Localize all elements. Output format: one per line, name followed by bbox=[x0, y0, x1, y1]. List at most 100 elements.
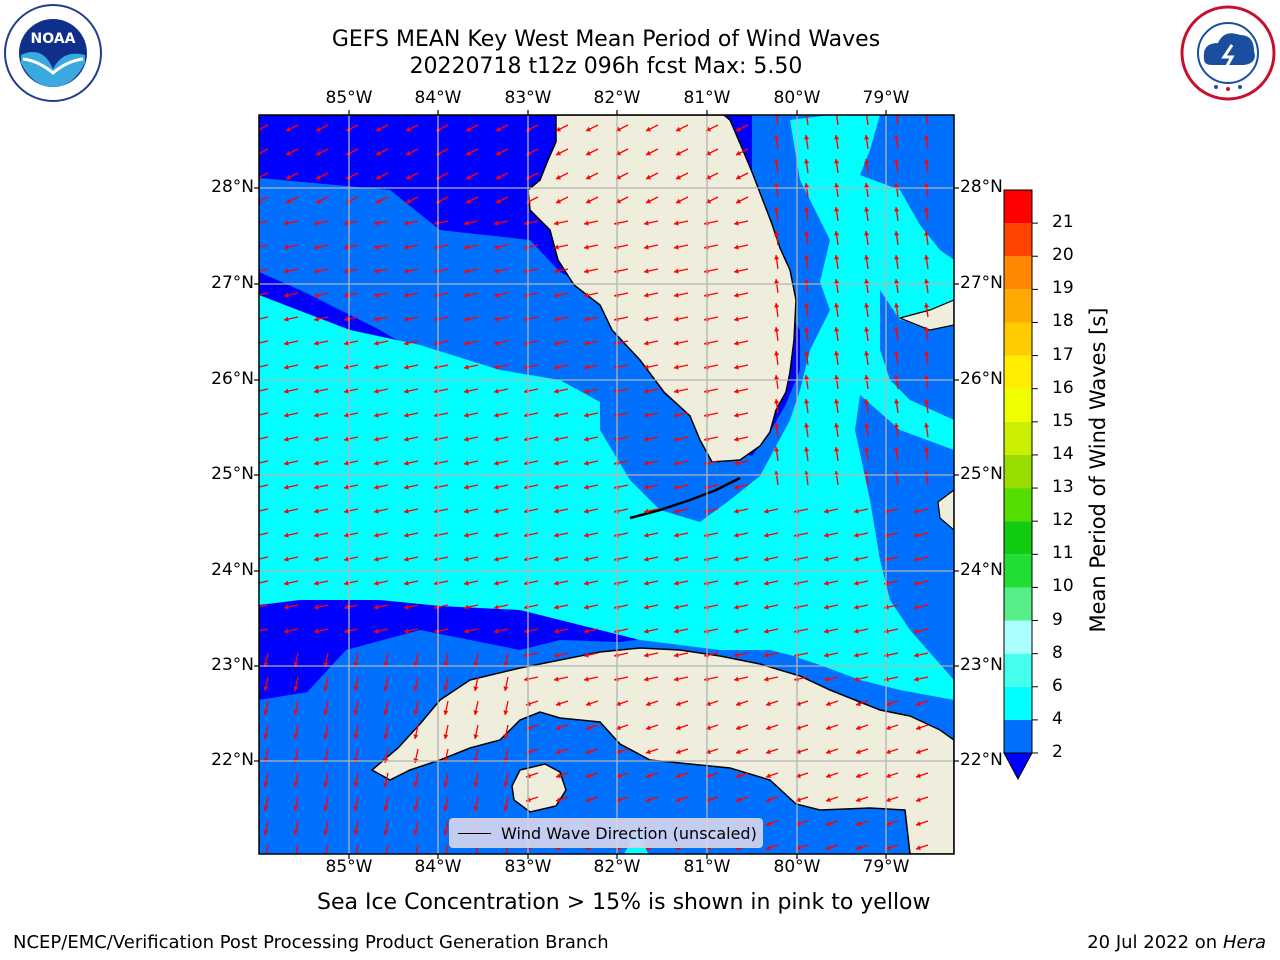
colorbar-label: Mean Period of Wind Waves [s] bbox=[1086, 307, 1110, 633]
wind-arrow-660 bbox=[735, 796, 749, 803]
wind-arrow-322 bbox=[259, 460, 269, 464]
wind-arrow-178 bbox=[774, 278, 780, 294]
wind-arrow-275 bbox=[924, 374, 930, 390]
wind-arrow-257 bbox=[373, 388, 389, 394]
wind-arrow-91 bbox=[924, 182, 930, 198]
wind-arrow-172 bbox=[583, 292, 599, 298]
wind-arrow-627 bbox=[443, 772, 449, 788]
wind-arrow-530 bbox=[293, 676, 299, 692]
wind-arrow-622 bbox=[293, 772, 299, 788]
wind-arrow-324 bbox=[313, 460, 329, 466]
wind-arrow-625 bbox=[383, 772, 389, 788]
wind-arrow-204 bbox=[864, 302, 870, 318]
wind-arrow-422 bbox=[493, 556, 509, 562]
wind-arrow-116 bbox=[283, 244, 299, 250]
wind-arrow-276 bbox=[259, 412, 269, 416]
wind-arrow-595 bbox=[855, 724, 869, 731]
wind-arrow-387 bbox=[823, 508, 839, 514]
wind-arrow-459 bbox=[913, 580, 929, 586]
wind-arrow-286 bbox=[553, 412, 569, 418]
wind-arrow-79 bbox=[555, 196, 569, 204]
wind-arrow-410 bbox=[823, 532, 839, 538]
wind-arrow-505 bbox=[913, 628, 929, 634]
wind-arrow-361 bbox=[733, 484, 749, 490]
wind-arrow-391 bbox=[259, 532, 269, 536]
wind-arrow-414 bbox=[259, 556, 269, 560]
wind-arrow-244 bbox=[673, 364, 689, 370]
wind-arrow-246 bbox=[733, 364, 749, 370]
wind-arrow-70 bbox=[285, 196, 299, 204]
wind-arrow-119 bbox=[373, 244, 389, 250]
wind-arrow-689 bbox=[915, 820, 929, 827]
wind-arrow-293 bbox=[774, 398, 780, 414]
colorbar bbox=[1003, 189, 1038, 781]
wind-arrow-629 bbox=[503, 772, 509, 788]
wind-arrow-402 bbox=[583, 532, 599, 538]
wind-arrow-597 bbox=[915, 724, 929, 731]
legend-line-swatch bbox=[458, 832, 491, 834]
wind-arrow-320 bbox=[894, 422, 900, 438]
wind-arrow-335 bbox=[643, 460, 659, 466]
wind-arrow-64 bbox=[804, 158, 810, 174]
wind-arrow-576 bbox=[293, 724, 299, 740]
wind-arrow-209 bbox=[313, 340, 329, 346]
wind-arrow-145 bbox=[463, 268, 479, 274]
wind-arrow-569 bbox=[765, 700, 779, 707]
wind-arrow-50 bbox=[375, 172, 389, 180]
wind-arrow-256 bbox=[343, 388, 359, 394]
wind-arrow-473 bbox=[643, 604, 659, 610]
wind-arrow-197 bbox=[643, 316, 659, 322]
run-date-text: 20 Jul 2022 on bbox=[1087, 932, 1218, 953]
wind-arrow-390 bbox=[913, 508, 929, 514]
wind-arrow-588 bbox=[645, 724, 659, 731]
land-bahamas-north bbox=[898, 299, 954, 331]
wind-arrow-318 bbox=[834, 422, 840, 438]
wind-arrow-485 bbox=[313, 628, 329, 634]
wind-arrow-427 bbox=[643, 556, 659, 562]
wind-arrow-596 bbox=[885, 724, 899, 731]
colorbar-bin-0 bbox=[1004, 719, 1032, 753]
wind-arrow-14 bbox=[675, 124, 689, 132]
wind-arrow-577 bbox=[323, 724, 329, 740]
wind-arrow-447 bbox=[553, 580, 569, 586]
wind-arrow-192 bbox=[493, 316, 509, 322]
wind-arrow-92 bbox=[259, 220, 269, 224]
wind-arrow-237 bbox=[463, 364, 479, 370]
wind-arrow-562 bbox=[555, 700, 569, 707]
wind-arrow-277 bbox=[283, 412, 299, 418]
wind-arrow-450 bbox=[643, 580, 659, 586]
wind-arrow-140 bbox=[313, 268, 329, 274]
wind-arrow-141 bbox=[343, 268, 359, 274]
wind-arrow-164 bbox=[343, 292, 359, 298]
wind-arrow-300 bbox=[283, 436, 299, 442]
wind-arrow-438 bbox=[283, 580, 299, 586]
wind-arrow-468 bbox=[493, 604, 509, 610]
wind-arrow-415 bbox=[283, 556, 299, 562]
wind-arrow-695 bbox=[415, 844, 419, 854]
wind-arrow-5 bbox=[405, 124, 419, 132]
wind-arrow-631 bbox=[555, 772, 569, 779]
wind-arrow-105 bbox=[643, 220, 659, 226]
wind-arrow-83 bbox=[675, 196, 689, 204]
wind-arrow-128 bbox=[643, 244, 659, 250]
colorbar-tick-label-3: 8 bbox=[1052, 642, 1063, 663]
wind-arrow-230 bbox=[259, 364, 269, 368]
wind-arrow-619 bbox=[885, 748, 899, 755]
wind-arrow-273 bbox=[864, 374, 870, 390]
wind-arrow-97 bbox=[403, 220, 419, 226]
lon-top-1: 84°W bbox=[414, 88, 462, 108]
wind-arrow-537 bbox=[503, 676, 509, 692]
wind-arrow-296 bbox=[864, 398, 870, 414]
wind-arrow-556 bbox=[383, 700, 389, 716]
wind-arrow-428 bbox=[673, 556, 689, 562]
wind-arrow-684 bbox=[765, 820, 779, 827]
wind-arrow-626 bbox=[413, 772, 419, 788]
wind-arrow-646 bbox=[323, 796, 329, 812]
wind-arrow-536 bbox=[473, 676, 479, 692]
wind-arrow-654 bbox=[555, 796, 569, 803]
chart-subtitle: 20220718 t12z 096h fcst Max: 5.50 bbox=[409, 54, 803, 79]
wind-arrow-252 bbox=[924, 350, 930, 366]
wind-arrow-371 bbox=[343, 508, 359, 514]
wind-arrow-254 bbox=[283, 388, 299, 394]
wind-arrow-253 bbox=[259, 388, 269, 392]
